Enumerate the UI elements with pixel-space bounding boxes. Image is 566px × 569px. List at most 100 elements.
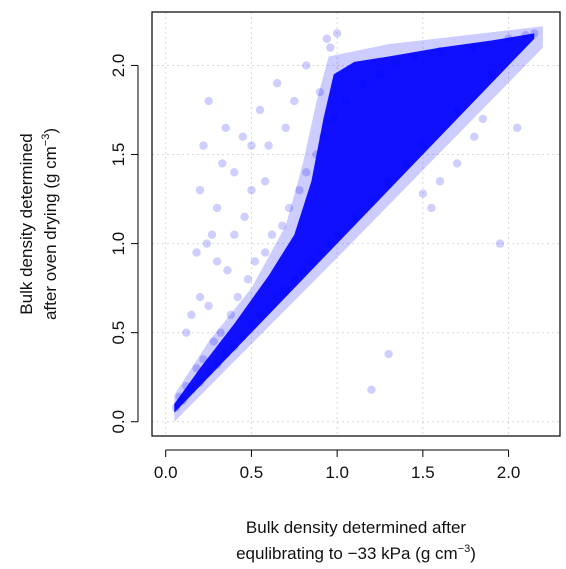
data-point bbox=[435, 177, 445, 186]
data-point bbox=[278, 221, 287, 230]
data-point bbox=[230, 342, 239, 352]
data-point bbox=[212, 203, 222, 213]
data-point bbox=[341, 96, 350, 106]
data-point bbox=[290, 275, 299, 284]
data-point bbox=[512, 123, 522, 132]
data-point bbox=[329, 114, 338, 124]
data-point bbox=[221, 349, 230, 359]
x-axis: 0.0 0.5 1.0 1.5 2.0 bbox=[154, 449, 521, 482]
data-point bbox=[212, 257, 222, 266]
x-tick-label: 0.5 bbox=[240, 463, 264, 482]
dense-region bbox=[174, 33, 535, 413]
y-axis-title-line1: Bulk density determined bbox=[17, 133, 36, 314]
data-point bbox=[487, 70, 496, 79]
data-point bbox=[192, 248, 201, 257]
y-tick-label: 1.0 bbox=[109, 232, 128, 256]
data-point bbox=[312, 150, 321, 159]
y-tick-label: 1.5 bbox=[109, 143, 128, 167]
data-point bbox=[209, 337, 218, 346]
x-axis-title-superscript: −3 bbox=[458, 543, 471, 555]
data-points bbox=[171, 29, 539, 412]
data-point bbox=[255, 310, 265, 320]
data-point bbox=[521, 30, 530, 40]
data-point bbox=[384, 349, 393, 359]
data-point bbox=[171, 403, 181, 412]
x-axis-title-line1: Bulk density determined after bbox=[246, 518, 467, 537]
x-axis-title-main: equlibrating to −33 kPa (g cm bbox=[236, 544, 458, 563]
data-point bbox=[478, 114, 488, 124]
data-point bbox=[230, 168, 239, 177]
data-point bbox=[204, 96, 213, 106]
data-point bbox=[243, 275, 253, 284]
data-point bbox=[218, 159, 227, 168]
data-point bbox=[260, 177, 270, 186]
x-tick-label: 0.0 bbox=[154, 463, 178, 482]
data-point bbox=[216, 328, 225, 337]
data-point bbox=[182, 328, 191, 337]
data-point bbox=[238, 132, 248, 141]
data-point bbox=[204, 301, 213, 311]
x-tick-label: 1.0 bbox=[325, 463, 349, 482]
y-tick-label: 0.5 bbox=[109, 321, 128, 345]
data-point bbox=[401, 159, 410, 168]
data-point bbox=[195, 292, 205, 302]
x-tick-label: 2.0 bbox=[497, 463, 521, 482]
data-point bbox=[247, 185, 256, 195]
data-point bbox=[240, 212, 249, 222]
data-point bbox=[264, 141, 273, 150]
dense-region-halo bbox=[174, 26, 543, 422]
data-point bbox=[319, 132, 328, 141]
data-point bbox=[255, 105, 265, 115]
x-axis-title-close: ) bbox=[470, 544, 476, 563]
data-point bbox=[204, 367, 213, 377]
data-point bbox=[195, 378, 205, 387]
data-point bbox=[284, 203, 294, 213]
y-tick-label: 0.0 bbox=[109, 410, 128, 434]
data-point bbox=[295, 185, 304, 195]
data-point bbox=[470, 43, 479, 52]
data-point bbox=[233, 292, 242, 302]
data-point bbox=[267, 230, 277, 239]
data-point bbox=[207, 230, 217, 239]
data-point bbox=[322, 34, 332, 43]
data-point bbox=[427, 203, 436, 213]
data-point bbox=[495, 239, 505, 248]
data-point bbox=[298, 266, 308, 275]
data-point bbox=[272, 292, 282, 302]
data-point bbox=[302, 61, 311, 70]
data-point bbox=[367, 194, 376, 204]
data-point bbox=[358, 79, 368, 88]
data-point bbox=[223, 266, 232, 275]
data-point bbox=[418, 189, 428, 198]
data-point bbox=[375, 70, 385, 79]
y-axis: 0.0 0.5 1.0 1.5 2.0 bbox=[109, 54, 139, 434]
data-point bbox=[418, 141, 428, 150]
data-point bbox=[187, 310, 196, 320]
data-point bbox=[530, 29, 539, 38]
data-point bbox=[384, 177, 393, 186]
data-point bbox=[250, 257, 260, 266]
x-tick-label: 1.5 bbox=[411, 463, 435, 482]
data-point bbox=[367, 385, 376, 394]
y-axis-title-line2: after oven drying (g cm−3) bbox=[40, 128, 60, 320]
data-point bbox=[435, 46, 445, 56]
data-point bbox=[332, 230, 342, 239]
data-point bbox=[302, 168, 311, 177]
x-axis-title-line2: equlibrating to −33 kPa (g cm−3) bbox=[236, 543, 476, 563]
data-point bbox=[199, 141, 208, 150]
data-point bbox=[332, 29, 342, 38]
plot-frame bbox=[151, 11, 561, 437]
dense-point-cloud bbox=[174, 26, 543, 422]
data-point bbox=[307, 257, 316, 266]
data-point bbox=[247, 319, 256, 328]
data-point bbox=[230, 230, 239, 239]
y-axis-title-superscript: −3 bbox=[40, 134, 52, 147]
y-axis-title-close: ) bbox=[41, 128, 60, 134]
data-point bbox=[324, 239, 333, 248]
y-axis-title-main: after oven drying (g cm bbox=[41, 146, 60, 320]
data-point bbox=[175, 392, 184, 402]
y-tick-label: 2.0 bbox=[109, 54, 128, 78]
data-point bbox=[315, 248, 325, 257]
data-point bbox=[260, 248, 270, 257]
